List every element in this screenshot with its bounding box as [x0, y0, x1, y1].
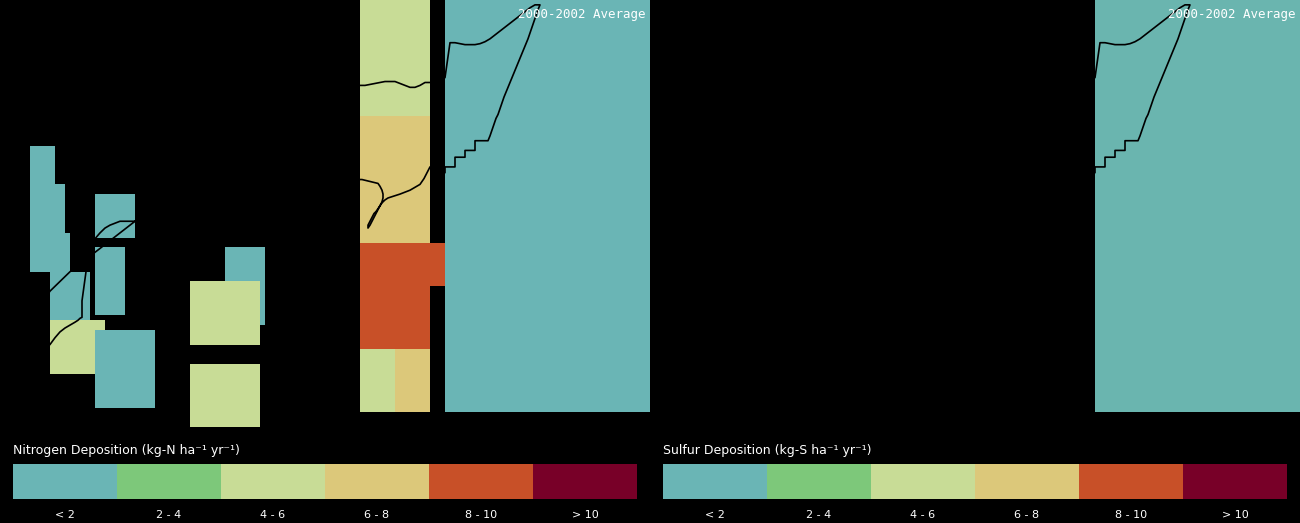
Bar — [221, 464, 325, 499]
Bar — [445, 117, 515, 179]
Text: 8 - 10: 8 - 10 — [465, 509, 497, 519]
Bar — [360, 349, 395, 413]
Text: 2 - 4: 2 - 4 — [806, 509, 832, 519]
Text: < 2: < 2 — [705, 509, 725, 519]
Bar — [430, 243, 465, 286]
Bar — [1095, 349, 1165, 413]
Bar — [871, 464, 975, 499]
Text: 2000-2002 Average: 2000-2002 Average — [1167, 8, 1295, 21]
Bar — [1079, 464, 1183, 499]
Bar — [190, 364, 260, 427]
Bar — [445, 296, 515, 349]
Bar — [190, 281, 260, 345]
Bar — [1095, 53, 1165, 117]
Text: Nitrogen Deposition (kg-N ha⁻¹ yr⁻¹): Nitrogen Deposition (kg-N ha⁻¹ yr⁻¹) — [13, 444, 240, 457]
Bar — [105, 345, 135, 373]
Bar — [1235, 0, 1300, 53]
Bar — [975, 464, 1079, 499]
Bar — [125, 330, 155, 369]
Bar — [1235, 117, 1300, 179]
Bar — [767, 464, 871, 499]
Bar — [429, 464, 533, 499]
Bar — [585, 179, 650, 243]
Bar — [515, 117, 585, 179]
Bar — [1095, 117, 1165, 179]
Bar — [1165, 0, 1235, 53]
Bar — [1183, 464, 1287, 499]
Bar — [360, 349, 430, 413]
Bar — [95, 247, 125, 281]
Bar — [1095, 179, 1165, 243]
Bar — [360, 53, 430, 117]
Text: 2 - 4: 2 - 4 — [156, 509, 182, 519]
Bar — [1095, 296, 1165, 349]
Bar — [1235, 243, 1300, 296]
Bar — [585, 296, 650, 349]
Bar — [515, 53, 585, 117]
Bar — [585, 349, 650, 413]
Bar — [445, 0, 515, 53]
Bar — [515, 0, 585, 53]
Bar — [663, 464, 767, 499]
Text: 2000-2002 Average: 2000-2002 Average — [517, 8, 645, 21]
Bar — [515, 179, 585, 243]
Bar — [1165, 179, 1235, 243]
Bar — [95, 369, 155, 407]
Bar — [1095, 243, 1165, 296]
Bar — [585, 0, 650, 53]
Text: 6 - 8: 6 - 8 — [364, 509, 390, 519]
Text: 4 - 6: 4 - 6 — [260, 509, 286, 519]
Bar — [30, 185, 65, 233]
Bar — [95, 281, 125, 315]
Bar — [360, 296, 430, 349]
Text: < 2: < 2 — [55, 509, 75, 519]
Bar — [360, 243, 430, 296]
Bar — [1165, 117, 1235, 179]
Bar — [95, 330, 125, 369]
Bar — [585, 243, 650, 296]
Bar — [515, 243, 585, 296]
Bar — [225, 291, 265, 325]
Bar — [1235, 53, 1300, 117]
Text: Sulfur Deposition (kg-S ha⁻¹ yr⁻¹): Sulfur Deposition (kg-S ha⁻¹ yr⁻¹) — [663, 444, 871, 457]
Bar — [117, 464, 221, 499]
Bar — [533, 464, 637, 499]
Text: 6 - 8: 6 - 8 — [1014, 509, 1040, 519]
Bar — [515, 296, 585, 349]
Bar — [49, 320, 105, 373]
Bar — [325, 464, 429, 499]
Bar — [360, 179, 430, 243]
Bar — [1165, 349, 1235, 413]
Bar — [445, 243, 515, 296]
Text: 4 - 6: 4 - 6 — [910, 509, 936, 519]
Bar — [30, 145, 55, 185]
Bar — [360, 117, 430, 179]
Bar — [445, 349, 515, 413]
Bar — [95, 194, 135, 238]
Text: 8 - 10: 8 - 10 — [1115, 509, 1147, 519]
Bar — [13, 464, 117, 499]
Bar — [225, 247, 265, 291]
Text: > 10: > 10 — [572, 509, 598, 519]
Bar — [1165, 243, 1235, 296]
Text: > 10: > 10 — [1222, 509, 1248, 519]
Bar — [515, 349, 585, 413]
Bar — [585, 53, 650, 117]
Bar — [445, 179, 515, 243]
Bar — [1165, 296, 1235, 349]
Bar — [1235, 296, 1300, 349]
Bar — [1235, 179, 1300, 243]
Bar — [585, 117, 650, 179]
Bar — [360, 0, 430, 53]
Bar — [30, 233, 70, 272]
Bar — [1235, 349, 1300, 413]
Bar — [1165, 53, 1235, 117]
Bar — [1095, 0, 1165, 53]
Bar — [49, 272, 90, 320]
Bar — [445, 53, 515, 117]
